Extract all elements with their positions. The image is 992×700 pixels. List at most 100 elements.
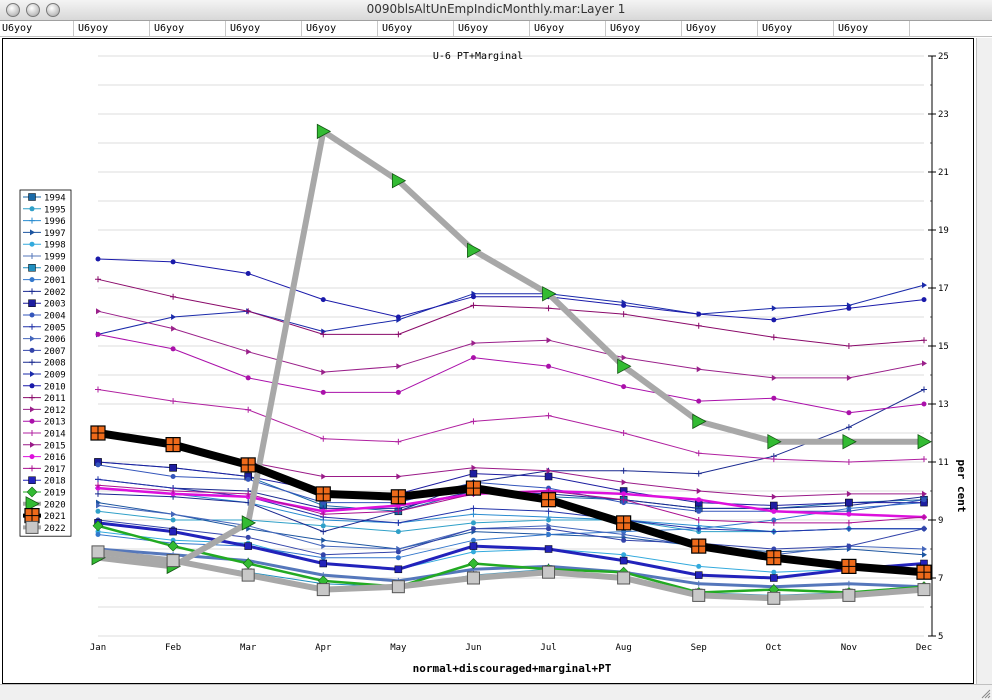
y-tick-label: 25 — [938, 52, 949, 62]
data-point — [246, 348, 252, 355]
data-point — [846, 490, 852, 497]
series-layer — [90, 123, 932, 605]
data-point — [96, 502, 101, 509]
tab-u6yoy[interactable]: U6yoy — [76, 21, 150, 36]
data-point — [770, 528, 777, 535]
data-point — [771, 317, 777, 323]
data-point — [321, 543, 327, 550]
x-tick-label: Jan — [90, 643, 106, 653]
series-line — [97, 461, 924, 506]
series-line — [97, 389, 925, 533]
legend-item-2002: 2002 — [23, 288, 66, 298]
data-point — [917, 434, 932, 450]
series-2009 — [96, 282, 927, 338]
data-point — [395, 331, 402, 338]
data-point — [469, 542, 478, 550]
data-point — [95, 386, 101, 393]
data-point — [470, 526, 476, 532]
data-point — [95, 482, 101, 489]
minimize-window-icon[interactable] — [26, 3, 40, 17]
data-point — [316, 123, 332, 140]
data-point — [171, 511, 177, 518]
legend-item-2000: 2000 — [23, 264, 66, 274]
series-2012 — [96, 308, 927, 381]
data-point — [770, 501, 778, 510]
data-point — [846, 543, 852, 549]
legend-label: 2010 — [44, 382, 66, 392]
data-point — [396, 363, 402, 370]
data-point — [241, 515, 257, 531]
tab-u6yoy[interactable]: U6yoy — [608, 21, 682, 36]
data-point — [29, 288, 35, 295]
legend-item-2016: 2016 — [23, 453, 66, 463]
tab-u6yoy[interactable]: U6yoy — [836, 21, 910, 36]
legend-label: 2007 — [44, 347, 66, 357]
data-point — [321, 537, 327, 544]
data-point — [546, 363, 552, 369]
data-point — [166, 554, 180, 568]
tab-u6yoy[interactable]: U6yoy — [684, 21, 758, 36]
horizontal-scrollbar[interactable] — [0, 684, 992, 700]
close-window-icon[interactable] — [6, 3, 20, 17]
data-point — [922, 490, 927, 497]
data-point — [171, 325, 177, 332]
series-line — [97, 524, 925, 594]
tab-u6yoy[interactable]: U6yoy — [228, 21, 302, 36]
resize-grip-icon[interactable] — [979, 687, 991, 699]
data-point — [391, 173, 407, 189]
data-point — [621, 537, 627, 543]
data-point — [395, 508, 402, 515]
data-point — [91, 545, 105, 559]
data-point — [470, 549, 476, 555]
data-point — [29, 465, 35, 472]
data-point — [696, 488, 702, 494]
series-2013 — [95, 331, 927, 416]
series-line — [97, 258, 925, 321]
data-point — [242, 558, 254, 569]
data-point — [395, 529, 401, 535]
tab-u6yoy[interactable]: U6yoy — [760, 21, 834, 36]
series-tab-row: U6yoy U6yoy U6yoy U6yoy U6yoy U6yoy U6yo… — [0, 21, 992, 37]
axis-layer: 5 7 9 11 13 15 17 19 21 23 25 Jan Feb Mar Apr May Jun Jul… — [90, 52, 949, 653]
data-point — [92, 520, 104, 532]
x-tick-label: Aug — [616, 643, 632, 653]
legend-label: 2000 — [44, 264, 66, 274]
legend-label: 2001 — [44, 276, 66, 286]
data-point — [29, 217, 35, 224]
data-point — [542, 565, 556, 579]
tab-u6yoy[interactable]: U6yoy — [380, 21, 454, 36]
legend-item-2019: 2019 — [23, 486, 66, 499]
vertical-scrollbar[interactable] — [976, 38, 992, 684]
tab-u6yoy[interactable]: U6yoy — [0, 21, 74, 36]
data-point — [95, 476, 101, 483]
legend-label: 2013 — [44, 418, 66, 428]
tab-u6yoy[interactable]: U6yoy — [304, 21, 378, 36]
legend-item-2011: 2011 — [23, 394, 66, 404]
tab-u6yoy[interactable]: U6yoy — [152, 21, 226, 36]
data-point — [620, 430, 627, 436]
tab-u6yoy[interactable]: U6yoy — [456, 21, 530, 36]
data-point — [771, 305, 777, 312]
data-point — [245, 490, 252, 497]
data-point — [470, 418, 477, 425]
data-point — [29, 418, 35, 424]
data-point — [771, 508, 777, 514]
chart-title: U-6 PT+Marginal — [433, 51, 523, 62]
data-point — [95, 256, 101, 262]
data-point — [167, 540, 179, 552]
data-point — [695, 517, 702, 523]
zoom-window-icon[interactable] — [46, 3, 60, 17]
data-point — [922, 282, 927, 289]
tab-u6yoy[interactable]: U6yoy — [532, 21, 606, 36]
data-point — [545, 514, 552, 521]
legend-label: 1996 — [44, 217, 66, 227]
legend-item-2001: 2001 — [23, 276, 66, 286]
series-2014 — [95, 386, 927, 465]
data-point — [470, 355, 476, 361]
legend-item-1995: 1995 — [23, 205, 66, 215]
x-tick-label: Dec — [916, 643, 932, 653]
series-line — [97, 278, 925, 347]
data-point — [771, 374, 777, 381]
x-tick-label: Feb — [165, 643, 181, 653]
series-2022 — [91, 545, 931, 605]
